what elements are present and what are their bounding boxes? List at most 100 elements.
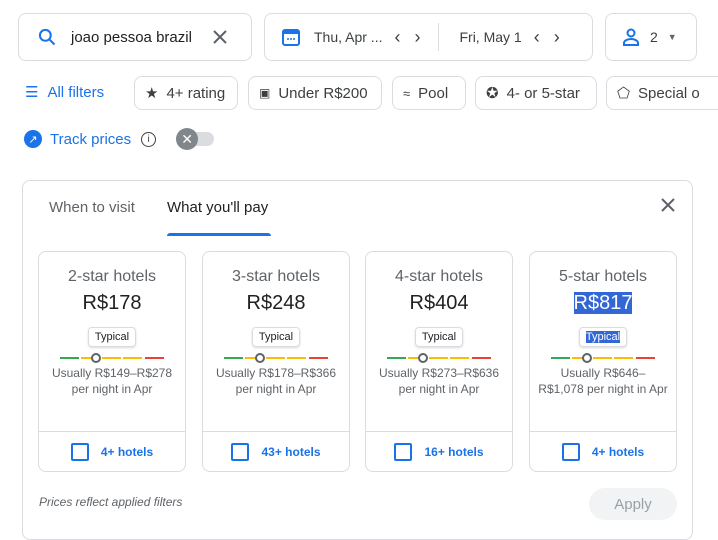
- all-filters-button[interactable]: ☰ All filters: [25, 83, 105, 102]
- chip-label: Under R$200: [278, 84, 368, 102]
- hotel-count[interactable]: 43+ hotels: [261, 444, 321, 459]
- card-price: R$404: [366, 292, 512, 315]
- filters-note: Prices reflect applied filters: [39, 495, 183, 509]
- active-tab-indicator: [167, 233, 271, 236]
- badge-label: Typical: [94, 331, 130, 343]
- tab-when-to-visit[interactable]: When to visit: [49, 199, 135, 216]
- filter-chip-stars[interactable]: ✪ 4- or 5-star: [475, 76, 597, 110]
- calendar-icon: [282, 29, 300, 46]
- select-hotels[interactable]: 4+ hotels: [530, 431, 676, 471]
- select-hotels[interactable]: 43+ hotels: [203, 431, 349, 471]
- search-input[interactable]: joao pessoa brazil: [71, 28, 192, 46]
- card-title: 3-star hotels: [231, 268, 321, 285]
- price-range-bar: [551, 353, 655, 363]
- price-value: R$248: [246, 292, 306, 314]
- bar-segment-high: [309, 357, 328, 359]
- info-icon[interactable]: i: [141, 131, 157, 147]
- bar-segment-high: [636, 357, 655, 359]
- price-value: R$178: [82, 292, 142, 314]
- search-box[interactable]: joao pessoa brazil: [18, 13, 252, 61]
- all-filters-label: All filters: [47, 83, 105, 101]
- hotel-class-card: 4-star hotels R$404 Typical Usually R$27…: [365, 251, 513, 472]
- close-panel-icon[interactable]: [660, 197, 676, 213]
- select-hotels[interactable]: 16+ hotels: [366, 431, 512, 471]
- bar-segment-typical: [593, 357, 612, 359]
- date-divider: [438, 23, 440, 51]
- bar-segment-typical: [429, 357, 448, 359]
- checkout-next-icon[interactable]: ›: [553, 26, 560, 47]
- chip-label: Special o: [638, 84, 700, 102]
- close-icon[interactable]: [212, 29, 228, 45]
- checkin-prev-icon[interactable]: ‹: [394, 26, 401, 47]
- guest-count: 2: [650, 29, 658, 45]
- date-picker[interactable]: Thu, Apr ... ‹ › Fri, May 1 ‹ ›: [264, 13, 593, 61]
- toggle-off-icon: ✕: [176, 128, 199, 150]
- bar-segment-typical: [572, 357, 591, 359]
- price-value: R$817: [573, 292, 633, 314]
- bar-segment-typical: [287, 357, 306, 359]
- checkin-date[interactable]: Thu, Apr ...: [314, 29, 383, 45]
- price-marker: [582, 353, 592, 363]
- tab-what-youll-pay[interactable]: What you'll pay: [167, 199, 269, 216]
- card-price: R$248: [203, 292, 349, 315]
- dropdown-icon: ▼: [667, 32, 677, 42]
- badge-label: Typical: [421, 331, 457, 343]
- hotel-count[interactable]: 16+ hotels: [424, 444, 484, 459]
- checkbox[interactable]: [70, 442, 89, 461]
- bar-segment-low: [387, 357, 406, 359]
- tag-icon: ⬠: [617, 85, 631, 102]
- price-range-bar: [224, 353, 328, 363]
- hotel-class-card: 5-star hotels R$817 Typical Usually R$64…: [529, 251, 677, 472]
- chip-label: Pool: [418, 84, 449, 102]
- card-title: 2-star hotels: [67, 268, 157, 285]
- star-icon: ★: [145, 85, 159, 102]
- bar-segment-high: [145, 357, 164, 359]
- checkbox[interactable]: [394, 442, 413, 461]
- hotel-count[interactable]: 4+ hotels: [591, 444, 645, 459]
- hotel-class-card: 3-star hotels R$248 Typical Usually R$17…: [202, 251, 350, 472]
- checkbox[interactable]: [231, 442, 250, 461]
- bar-segment-typical: [614, 357, 633, 359]
- guests-button[interactable]: 2 ▼: [605, 13, 697, 61]
- filter-chip-price[interactable]: ▣ Under R$200: [248, 76, 382, 110]
- trend-icon: ↗: [24, 130, 42, 148]
- price-range-bar: [387, 353, 491, 363]
- hotel-count[interactable]: 4+ hotels: [100, 444, 154, 459]
- bar-segment-high: [472, 357, 491, 359]
- checkbox[interactable]: [561, 442, 580, 461]
- filter-chip-rating[interactable]: ★ 4+ rating: [134, 76, 238, 110]
- typical-badge: Typical: [87, 327, 137, 347]
- bar-segment-typical: [81, 357, 100, 359]
- star-circle-icon: ✪: [486, 85, 499, 102]
- select-hotels[interactable]: 4+ hotels: [39, 431, 185, 471]
- usual-range: Usually R$273–R$636 per night in Apr: [378, 366, 500, 396]
- person-icon: [623, 28, 639, 46]
- track-prices-toggle[interactable]: ✕: [176, 128, 215, 150]
- bar-segment-low: [224, 357, 243, 359]
- tune-icon: ☰: [25, 84, 39, 101]
- usual-range: Usually R$178–R$366 per night in Apr: [215, 366, 337, 396]
- bar-segment-typical: [450, 357, 469, 359]
- cash-icon: ▣: [259, 86, 271, 100]
- usual-range: Usually R$149–R$278 per night in Apr: [51, 366, 173, 396]
- bar-segment-typical: [102, 357, 121, 359]
- typical-badge: Typical: [414, 327, 464, 347]
- checkout-prev-icon[interactable]: ‹: [533, 26, 540, 47]
- filter-chip-special[interactable]: ⬠ Special o: [606, 76, 718, 110]
- badge-label: Typical: [258, 331, 294, 343]
- price-marker: [418, 353, 428, 363]
- card-title: 5-star hotels: [558, 268, 648, 285]
- price-marker: [91, 353, 101, 363]
- filter-chip-pool[interactable]: ≈ Pool: [392, 76, 466, 110]
- pool-icon: ≈: [403, 85, 411, 101]
- chip-label: 4- or 5-star: [506, 84, 580, 102]
- card-title: 4-star hotels: [394, 268, 484, 285]
- price-range-bar: [60, 353, 164, 363]
- typical-badge: Typical: [251, 327, 301, 347]
- apply-button[interactable]: Apply: [589, 488, 677, 520]
- chip-label: 4+ rating: [166, 84, 226, 102]
- search-icon: [38, 28, 56, 46]
- bar-segment-typical: [266, 357, 285, 359]
- checkin-next-icon[interactable]: ›: [414, 26, 421, 47]
- checkout-date[interactable]: Fri, May 1: [459, 29, 522, 45]
